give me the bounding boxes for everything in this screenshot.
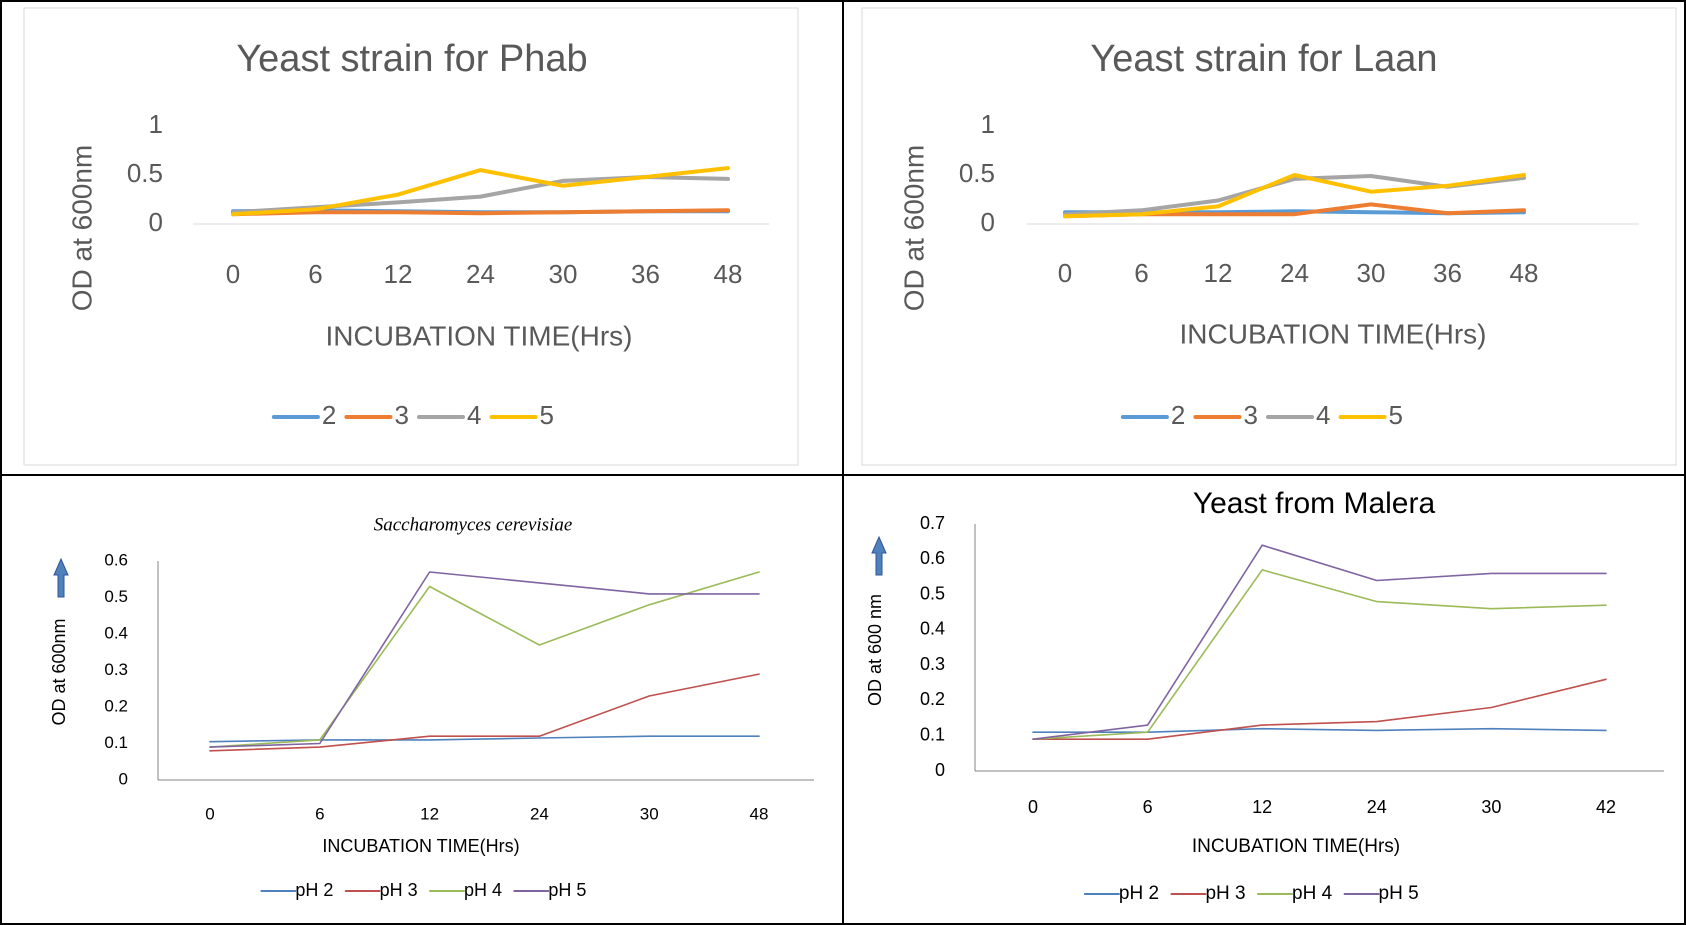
y-tick-label: 0.4: [104, 623, 128, 642]
legend-label: 2: [1171, 400, 1185, 430]
y-tick-label: 0.5: [127, 158, 163, 188]
legend-label: pH 2: [1119, 883, 1159, 904]
y-tick-label: 0.1: [104, 733, 128, 752]
x-tick-label: 42: [1596, 797, 1616, 817]
y-tick-label: 0: [935, 760, 945, 780]
x-tick-label: 12: [1252, 797, 1272, 817]
series-line: [1032, 544, 1607, 740]
chart-title: Yeast strain for Phab: [236, 38, 587, 80]
chart-title: Yeast strain for Laan: [1090, 38, 1437, 80]
x-tick-label: 0: [1028, 797, 1038, 817]
y-tick-label: 0.2: [920, 689, 945, 709]
series-line: [209, 571, 760, 748]
x-tick-label: 6: [315, 804, 324, 823]
x-tick-label: 12: [384, 259, 413, 289]
x-tick-label: 0: [226, 259, 240, 289]
chart-title: Yeast from Malera: [1193, 487, 1436, 520]
y-tick-label: 1: [149, 109, 163, 139]
x-tick-label: 30: [1481, 797, 1501, 817]
axis-arrow: [871, 535, 887, 576]
series-line: [1063, 174, 1526, 217]
x-tick-label: 12: [420, 804, 439, 823]
y-tick-label: 0.1: [920, 724, 945, 744]
x-tick-label: 0: [1058, 258, 1072, 288]
x-tick-label: 48: [714, 259, 743, 289]
legend-label: pH 5: [548, 880, 586, 900]
legend-label: pH 2: [295, 880, 333, 900]
x-tick-label: 30: [640, 804, 659, 823]
y-tick-label: 0.6: [920, 548, 945, 568]
y-tick-label: 0.3: [104, 660, 128, 679]
x-tick-label: 30: [549, 259, 578, 289]
y-tick-label: 0.7: [920, 513, 945, 533]
chart-frames: [23, 7, 1677, 466]
legend-label: 3: [1243, 400, 1257, 430]
y-tick-label: 0.6: [104, 550, 128, 569]
legend-label: 3: [394, 400, 408, 430]
x-axis-label: INCUBATION TIME(Hrs): [1192, 836, 1400, 857]
series-line: [1032, 569, 1607, 740]
x-tick-label: 24: [466, 259, 495, 289]
x-tick-label: 6: [1134, 258, 1148, 288]
series-line: [1063, 173, 1526, 219]
y-tick-label: 0.5: [920, 583, 945, 603]
y-tick-label: 0.3: [920, 654, 945, 674]
y-axis-label: OD at 600 nm: [865, 594, 885, 706]
y-tick-label: 0: [981, 207, 995, 237]
legend-label: pH 4: [464, 880, 502, 900]
legend-label: pH 3: [380, 880, 418, 900]
series-line: [231, 166, 730, 217]
line-chart: Saccharomyces cerevisiae OD at 600nm INCUB…: [49, 514, 814, 900]
y-axis-label: OD at 600nm: [66, 145, 97, 312]
axis-arrow: [53, 557, 69, 598]
y-tick-label: 0.5: [104, 587, 128, 606]
line-chart: Yeast strain for Phab OD at 600nm INCUBATI…: [66, 38, 769, 430]
x-tick-label: 6: [308, 259, 322, 289]
line-chart: Yeast strain for Laan OD at 600nm INCUBATI…: [898, 38, 1639, 430]
x-tick-label: 36: [1433, 258, 1462, 288]
x-tick-label: 36: [631, 259, 660, 289]
chart-title: Saccharomyces cerevisiae: [374, 514, 573, 535]
series-line: [231, 175, 730, 215]
x-tick-label: 30: [1357, 258, 1386, 288]
y-tick-label: 0.2: [104, 696, 128, 715]
x-tick-label: 0: [205, 804, 214, 823]
legend-label: pH 3: [1205, 883, 1245, 904]
legend-label: 4: [1316, 400, 1330, 430]
y-tick-label: 0.4: [920, 619, 945, 639]
legend-label: 4: [467, 400, 481, 430]
x-tick-label: 24: [530, 804, 549, 823]
x-axis-label: INCUBATION TIME(Hrs): [326, 320, 633, 351]
x-tick-label: 48: [750, 804, 769, 823]
x-tick-label: 24: [1367, 797, 1387, 817]
legend-label: 5: [1389, 400, 1403, 430]
y-tick-label: 0.5: [959, 158, 995, 188]
legend-label: pH 4: [1292, 883, 1333, 904]
x-tick-label: 12: [1204, 258, 1233, 288]
x-axis-label: INCUBATION TIME(Hrs): [1180, 318, 1487, 349]
x-tick-label: 6: [1143, 797, 1153, 817]
series-line: [231, 208, 730, 217]
y-tick-label: 0: [149, 207, 163, 237]
x-tick-label: 48: [1510, 258, 1539, 288]
y-tick-label: 1: [981, 109, 995, 139]
legend-label: 2: [322, 400, 336, 430]
y-axis-label: OD at 600nm: [898, 145, 929, 312]
legend-label: 5: [540, 400, 554, 430]
y-tick-label: 0: [119, 769, 128, 788]
series-line: [1032, 727, 1607, 733]
line-chart: Yeast from Malera OD at 600 nm INCUBATION …: [865, 487, 1664, 904]
y-axis-label: OD at 600nm: [49, 618, 69, 725]
series-line: [1032, 678, 1607, 740]
legend-label: pH 5: [1379, 883, 1419, 904]
x-axis-label: INCUBATION TIME(Hrs): [322, 836, 519, 856]
series-line: [209, 735, 760, 743]
series-line: [209, 571, 760, 748]
x-tick-label: 24: [1280, 258, 1309, 288]
series-line: [209, 673, 760, 752]
